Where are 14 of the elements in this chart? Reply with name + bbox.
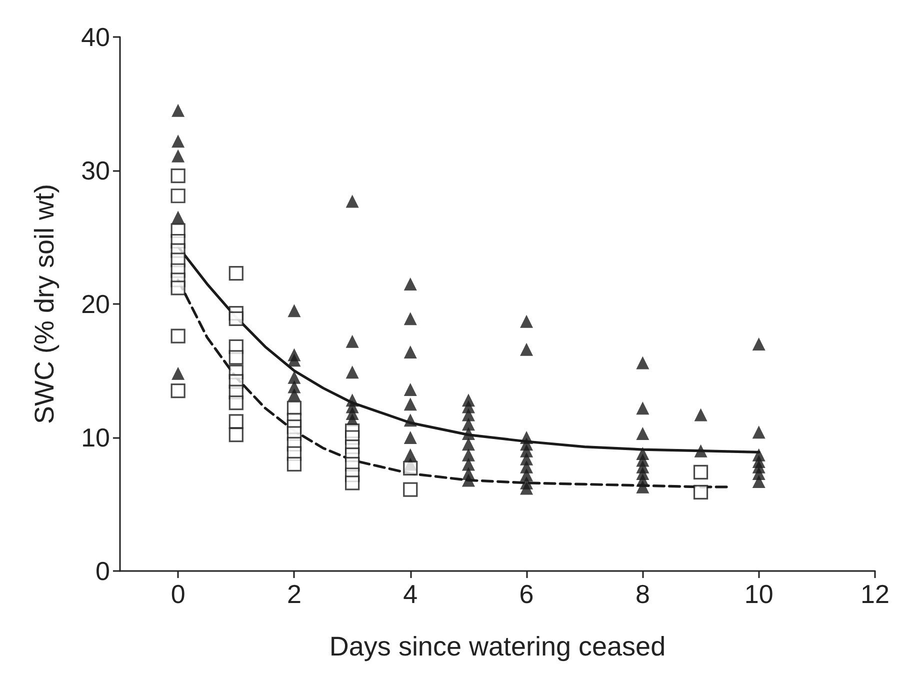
y-tick-label: 0 xyxy=(96,556,110,586)
y-tick-label: 40 xyxy=(81,22,110,52)
x-tick-label: 12 xyxy=(860,579,890,609)
y-tick-label: 30 xyxy=(81,156,110,186)
x-tick-label: 2 xyxy=(286,579,302,609)
x-tick-label: 0 xyxy=(170,579,186,609)
x-axis-title: Days since watering ceased xyxy=(329,632,666,662)
x-tick-label: 4 xyxy=(403,579,418,609)
y-tick-label: 10 xyxy=(81,422,110,452)
y-tick-label: 20 xyxy=(81,289,110,319)
y-axis-title: SWC (% dry soil wt) xyxy=(30,184,60,424)
x-tick-label: 6 xyxy=(519,579,534,609)
x-tick-label: 8 xyxy=(635,579,650,609)
x-tick-label: 10 xyxy=(744,579,774,609)
